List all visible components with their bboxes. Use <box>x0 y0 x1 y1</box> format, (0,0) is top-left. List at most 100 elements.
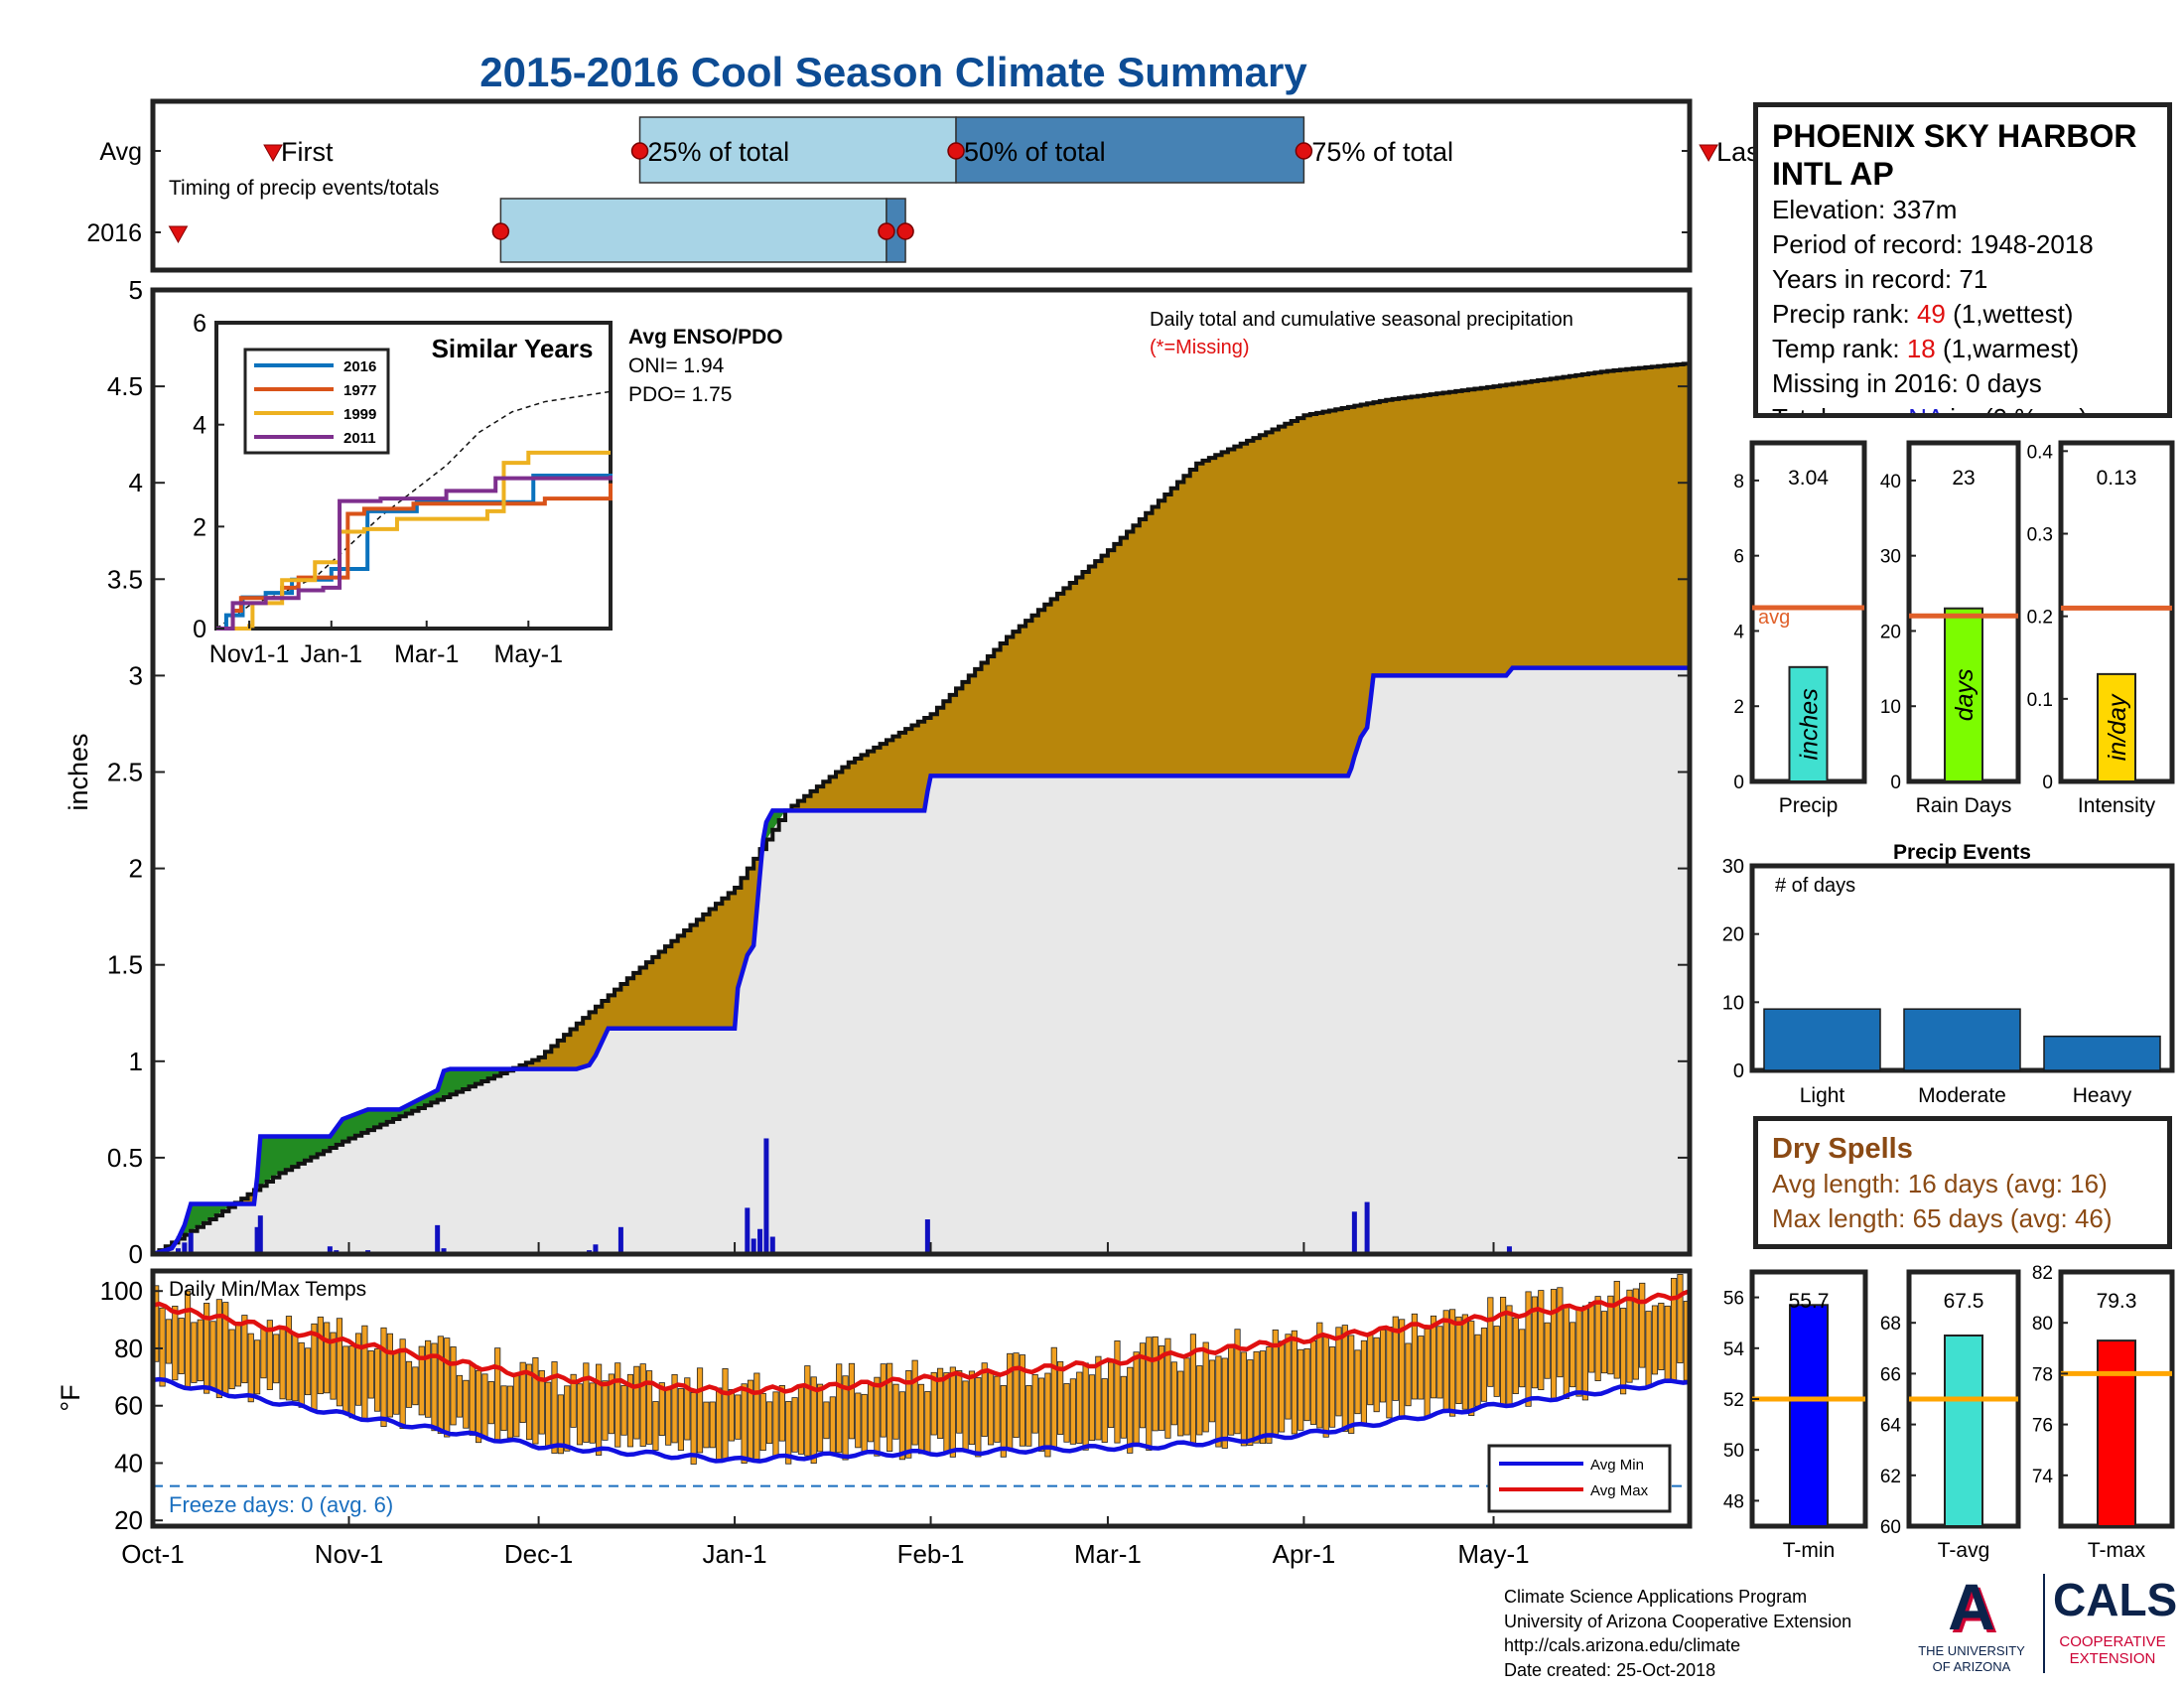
daily-temp-bar <box>234 1324 242 1387</box>
daily-temp-bar <box>1354 1349 1361 1415</box>
daily-temp-bar <box>405 1360 413 1408</box>
inset-ytick-label: 2 <box>193 513 206 541</box>
footer-line2: University of Arizona Cooperative Extens… <box>1504 1611 1852 1631</box>
daily-precip-bar <box>1364 1201 1370 1254</box>
daily-temp-bar <box>1575 1307 1582 1397</box>
temp-legend-box <box>1487 1444 1672 1513</box>
daily-temp-bar <box>766 1401 773 1445</box>
summary-ytick-label: 20 <box>1880 622 1901 642</box>
summary-ytick-label: 6 <box>1733 547 1744 568</box>
daily-temp-bar <box>1670 1277 1678 1383</box>
daily-temp-bar <box>1474 1334 1481 1407</box>
temp-summary-ytick-label: 52 <box>1723 1390 1744 1411</box>
daily-temp-bar <box>1538 1290 1545 1391</box>
daily-temp-bar <box>159 1307 166 1387</box>
enso-pdo: PDO= 1.75 <box>628 383 732 406</box>
events-category-label: Moderate <box>1918 1084 2006 1107</box>
summary-bar-0 <box>1788 665 1829 782</box>
daily-temp-bar <box>469 1363 476 1436</box>
cals-logo-line1: COOPERATIVE <box>2059 1633 2166 1650</box>
daily-temp-bar <box>1461 1314 1468 1410</box>
daily-temp-bar <box>557 1394 564 1455</box>
daily-temp-bar <box>829 1396 836 1454</box>
temp-summary-ytick-label: 60 <box>1880 1517 1901 1538</box>
daily-temp-bar <box>1373 1336 1380 1413</box>
daily-temp-bar <box>519 1361 526 1424</box>
main-ytick-label: 4.5 <box>107 371 143 401</box>
footer-line3[interactable]: http://cals.arizona.edu/climate <box>1504 1635 1741 1655</box>
daily-temp-bar <box>1367 1333 1374 1406</box>
temp-summary-value-1: 67.5 <box>1944 1290 1984 1313</box>
daily-temp-bar <box>645 1370 653 1445</box>
daily-temp-bar <box>1139 1342 1147 1429</box>
summary-ytick-label: 4 <box>1733 622 1744 642</box>
dry-spells-box: Dry Spells Avg length: 16 days (avg: 16)… <box>1753 1116 2172 1249</box>
daily-temp-bar <box>626 1373 634 1448</box>
station-name-line1: PHOENIX SKY HARBOR <box>1772 118 2137 154</box>
daily-temp-bar <box>1588 1302 1595 1373</box>
daily-temp-bar <box>1259 1350 1267 1445</box>
daily-temp-bar <box>412 1366 419 1406</box>
station-temp-rank: Temp rank: 18 (1,warmest) <box>1772 334 2080 363</box>
daily-temp-bar <box>1594 1296 1601 1381</box>
temp-summary-bars: 55.7 T-min 48 50 52 54 56 67.5 T-avg 60 62 64 66 68 79… <box>1723 1263 2175 1562</box>
temp-summary-ytick-label: 80 <box>2032 1314 2053 1335</box>
daily-temp-bar <box>677 1388 685 1451</box>
summary-bar-2 <box>2097 672 2136 782</box>
main-ytick-label: 5 <box>129 275 143 305</box>
temp-ytick-label: 20 <box>114 1505 143 1535</box>
daily-temp-bar <box>1399 1319 1406 1417</box>
daily-temp-bar <box>797 1386 805 1455</box>
daily-temp-bar <box>911 1359 918 1446</box>
daily-temp-bar <box>728 1388 735 1442</box>
summary-bar-text-1: days <box>1951 668 1979 721</box>
daily-temp-bar <box>172 1305 179 1381</box>
daily-temp-bar <box>1025 1385 1032 1447</box>
summary-bar-text-2: in/day <box>2104 693 2131 761</box>
daily-temp-bar <box>658 1382 665 1436</box>
year-timing-q1-box <box>499 198 887 263</box>
daily-temp-bar <box>917 1383 925 1455</box>
avg-last-marker <box>1699 144 1718 163</box>
daily-temp-bar <box>994 1375 1001 1443</box>
events-bar-moderate <box>1903 1008 2021 1071</box>
daily-temp-bar <box>247 1333 254 1403</box>
daily-temp-bar <box>570 1373 577 1428</box>
precip-summary-bars: 3.04 inches Precip 0 2 4 6 8 avg 23 days Rain Days 0… <box>1733 440 2175 817</box>
daily-temp-bar <box>1328 1346 1336 1428</box>
daily-temp-bar <box>1316 1322 1323 1429</box>
daily-temp-bar <box>716 1387 723 1463</box>
daily-temp-bar <box>1202 1341 1209 1433</box>
daily-temp-bar <box>1031 1374 1038 1434</box>
summary-ytick-label: 2 <box>1733 697 1744 718</box>
avg-max-line <box>152 1289 1691 1396</box>
daily-temp-bar <box>1177 1370 1184 1437</box>
daily-temp-bar <box>1133 1351 1140 1444</box>
daily-temp-bar <box>1120 1375 1127 1439</box>
daily-temp-bar <box>1240 1351 1247 1447</box>
daily-temp-bar <box>1196 1365 1203 1436</box>
daily-temp-bar <box>532 1357 539 1445</box>
temp-summary-ytick-label: 50 <box>1723 1441 1744 1462</box>
daily-temp-bar <box>583 1362 590 1443</box>
daily-temp-bar <box>1626 1289 1633 1383</box>
daily-temp-bar <box>975 1377 982 1458</box>
cals-logo: CALS COOPERATIVE EXTENSION <box>2053 1574 2177 1667</box>
daily-temp-bar <box>1607 1295 1614 1375</box>
inset-title: Similar Years <box>432 334 594 363</box>
daily-temp-bar <box>1512 1317 1519 1394</box>
station-years: Years in record: 71 <box>1772 264 1988 294</box>
enso-oni: ONI= 1.94 <box>628 354 725 377</box>
daily-temp-bar <box>804 1365 811 1457</box>
main-ytick-label: 1.5 <box>107 950 143 980</box>
daily-temp-bar <box>463 1379 470 1429</box>
summary-ytick-label: 0 <box>1733 773 1744 793</box>
daily-temp-bar <box>228 1329 235 1390</box>
daily-temp-bar <box>1297 1348 1304 1431</box>
daily-precip-bar <box>1506 1246 1512 1254</box>
daily-temp-bar <box>500 1385 507 1432</box>
station-missing: Missing in 2016: 0 days <box>1772 368 2042 398</box>
daily-temp-bar <box>456 1374 464 1418</box>
daily-temp-bar <box>1550 1289 1558 1399</box>
events-category-label: Light <box>1800 1084 1845 1107</box>
